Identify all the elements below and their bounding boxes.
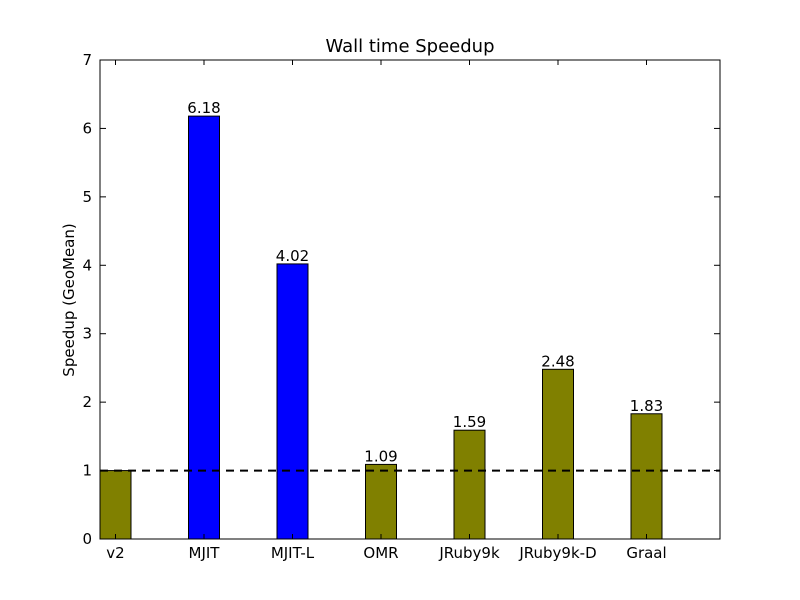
y-tick-label: 7 xyxy=(82,51,92,69)
y-tick-label: 5 xyxy=(82,188,92,206)
y-tick-label: 4 xyxy=(82,256,92,274)
plot-area: v2 6.18 MJIT 4.02 MJIT-L 1.09 OMR 1.59 JRuby9k 2.… xyxy=(82,51,721,562)
x-tick-label: JRuby9k-D xyxy=(518,544,596,562)
bar-mjit xyxy=(188,115,220,540)
y-tick-label: 2 xyxy=(82,393,92,411)
bar-omr xyxy=(365,463,397,540)
bar-value-label: 2.48 xyxy=(541,352,574,370)
bar-value-label: 1.09 xyxy=(364,447,397,465)
x-tick-label: v2 xyxy=(106,544,124,562)
x-tick-label: MJIT-L xyxy=(271,544,315,562)
y-tick-label: 6 xyxy=(82,119,92,137)
plot-frame xyxy=(99,59,721,540)
y-tick-label: 0 xyxy=(82,530,92,548)
bar-value-label: 1.59 xyxy=(453,413,486,431)
bar-mjit-l xyxy=(276,263,309,540)
x-tick-label: Graal xyxy=(626,544,666,562)
bar-v2 xyxy=(99,470,132,540)
bar-jruby9k xyxy=(453,429,486,540)
y-axis-label: Speedup (GeoMean) xyxy=(60,223,78,376)
bar-value-label: 4.02 xyxy=(276,247,309,265)
bar-graal xyxy=(630,413,663,540)
bar-value-label: 6.18 xyxy=(187,99,220,117)
bar-jruby9k-d xyxy=(542,368,574,540)
x-tick-label: MJIT xyxy=(189,544,221,562)
bar-value-label: 1.83 xyxy=(630,397,663,415)
x-tick-label: JRuby9k xyxy=(438,544,500,562)
y-tick-label: 1 xyxy=(82,462,92,480)
x-tick-label: OMR xyxy=(363,544,398,562)
chart-title: Wall time Speedup xyxy=(325,36,494,57)
y-tick-label: 3 xyxy=(82,325,92,343)
